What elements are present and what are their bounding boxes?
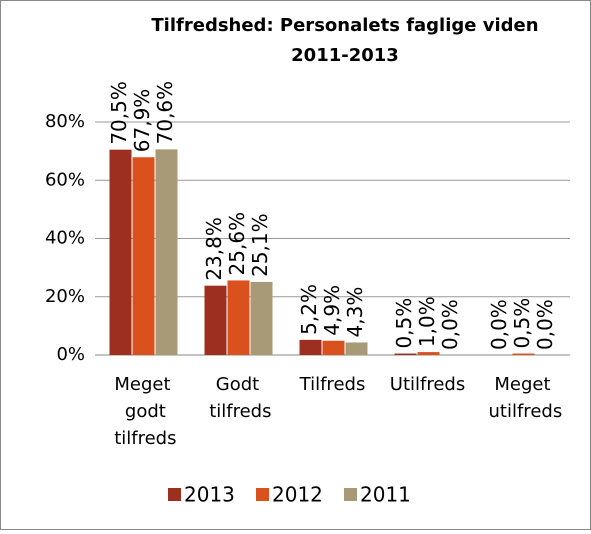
legend-label: 2012	[272, 483, 323, 507]
value-label: 70,6%	[153, 81, 177, 145]
bar	[417, 352, 440, 355]
bar	[132, 157, 155, 355]
value-label: 0,5%	[392, 298, 416, 349]
value-label: 0,0%	[438, 299, 462, 350]
value-label: 23,8%	[202, 217, 226, 281]
x-tick-label: Meget godt tilfreds	[108, 374, 176, 449]
y-tick-label: 0%	[56, 344, 85, 365]
y-tick-label: 80%	[45, 111, 85, 132]
value-label: 4,9%	[320, 285, 344, 336]
value-label: 1,0%	[415, 296, 439, 347]
legend-label: 2011	[360, 483, 411, 507]
x-tick-label: Godt tilfreds	[203, 374, 271, 422]
y-tick-label: 20%	[45, 286, 85, 307]
value-label: 67,9%	[130, 89, 154, 153]
legend-label: 2013	[184, 483, 235, 507]
legend-swatch	[344, 488, 357, 501]
value-label: 70,5%	[107, 81, 131, 145]
bar	[345, 342, 368, 355]
value-label: 0,0%	[487, 299, 511, 350]
x-tick-label: Meget utilfreds	[483, 374, 562, 422]
x-tick-label: Utilfreds	[390, 374, 465, 395]
legend-swatch	[168, 488, 181, 501]
bar	[512, 353, 535, 355]
value-label: 0,0%	[533, 299, 557, 350]
bar	[394, 353, 417, 355]
x-tick-label: Tilfreds	[299, 374, 366, 395]
chart-title: Tilfredshed: Personalets faglige viden 20…	[151, 15, 538, 66]
bar	[227, 280, 250, 355]
value-label: 25,1%	[248, 213, 272, 277]
bar	[204, 285, 227, 355]
y-tick-label: 60%	[45, 169, 85, 190]
bar	[299, 339, 322, 355]
value-label: 25,6%	[225, 212, 249, 276]
value-label: 5,2%	[297, 284, 321, 335]
y-tick-label: 40%	[45, 228, 85, 249]
value-label: 0,5%	[510, 298, 534, 349]
bar	[322, 340, 345, 355]
legend-swatch	[256, 488, 269, 501]
value-label: 4,3%	[343, 287, 367, 338]
bar	[250, 281, 273, 355]
bar	[109, 149, 132, 355]
bar	[155, 149, 178, 355]
